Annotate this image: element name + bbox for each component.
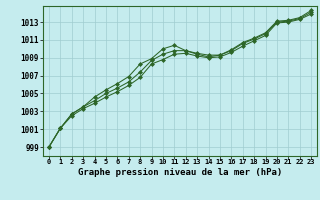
X-axis label: Graphe pression niveau de la mer (hPa): Graphe pression niveau de la mer (hPa) xyxy=(78,168,282,177)
